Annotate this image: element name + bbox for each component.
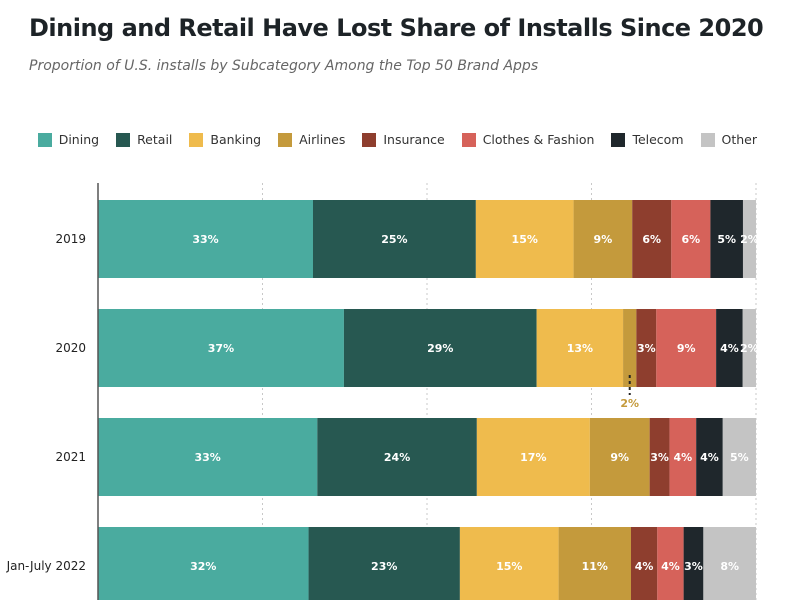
legend-item: Banking [189,132,261,147]
data-label: 32% [190,560,216,573]
data-label: 9% [610,451,629,464]
bar-segment [623,309,637,387]
bar-segment [476,418,590,496]
bar-segment [649,418,670,496]
category-label: 2019 [55,232,86,246]
bar-segment [656,309,717,387]
data-label: 9% [594,233,613,246]
bar-segment [98,200,313,278]
data-label: 3% [637,342,656,355]
bar-segment [308,527,460,600]
data-label: 8% [720,560,739,573]
chart-title: Dining and Retail Have Lost Share of Ins… [29,14,764,42]
data-label: 5% [730,451,749,464]
legend-item: Retail [116,132,172,147]
data-label: 24% [384,451,410,464]
data-label: 15% [496,560,522,573]
category-label: 2020 [55,341,86,355]
bar-segment [671,200,711,278]
data-label: 4% [661,560,680,573]
legend-label: Banking [210,132,262,147]
category-label: Jan-July 2022 [6,559,86,573]
bar-segment [703,527,756,600]
legend-item: Clothes & Fashion [461,132,595,147]
data-label: 33% [192,233,218,246]
legend-item: Other [700,132,758,147]
bar-segment [312,200,476,278]
data-label: 23% [371,560,397,573]
legend-label: Telecom [632,132,684,147]
legend-swatch [37,132,52,147]
category-label: 2021 [55,450,86,464]
legend-label: Dining [58,132,100,147]
bar-segment [459,527,559,600]
bar-segment [343,309,537,387]
data-label: 3% [650,451,669,464]
data-label: 29% [427,342,453,355]
data-label: 4% [635,560,654,573]
legend-label: Retail [137,132,173,147]
data-label: 13% [567,342,593,355]
legend-label: Insurance [383,132,445,147]
data-label: 6% [682,233,701,246]
bar-segment [536,309,624,387]
legend-item: Telecom [611,132,684,147]
legend-swatch [700,132,715,147]
legend-item: Airlines [278,132,345,147]
bar-segment [558,527,631,600]
legend-label: Clothes & Fashion [482,132,595,147]
chart-subtitle: Proportion of U.S. installs by Subcatego… [29,58,539,74]
bar-segment [630,527,658,600]
legend-swatch [611,132,626,147]
bar-segment [722,418,756,496]
data-label: 4% [720,342,739,355]
legend-swatch [189,132,204,147]
bar-segment [636,309,657,387]
bar-segment [475,200,574,278]
data-label: 33% [194,451,220,464]
data-label: 6% [642,233,661,246]
bar-segment [98,309,344,387]
data-label: 9% [677,342,696,355]
bar-segment [742,200,756,278]
data-label: 4% [674,451,693,464]
legend-label: Airlines [299,132,346,147]
bar-segment [742,309,756,387]
legend: Dining Retail Banking Airlines Insurance Clot… [37,132,758,147]
bar-segment [317,418,477,496]
legend-label: Other [721,132,758,147]
legend-item: Insurance [362,132,445,147]
data-label: 37% [208,342,234,355]
data-label: 2% [740,233,759,246]
data-label: 3% [684,560,703,573]
legend-swatch [278,132,293,147]
data-label: 2% [740,342,759,355]
bar-segment [589,418,650,496]
data-label: 15% [512,233,538,246]
bar-segment [98,527,309,600]
data-label: 25% [381,233,407,246]
legend-swatch [362,132,377,147]
bar-segment [669,418,697,496]
bar-segment [710,200,743,278]
bar-segment [657,527,684,600]
bar-segment [716,309,743,387]
bar-segment [573,200,633,278]
data-label: 17% [520,451,546,464]
data-label: 5% [717,233,736,246]
bar-segment [696,418,723,496]
data-label: 11% [582,560,608,573]
legend-swatch [116,132,131,147]
bar-segment [98,418,318,496]
data-label: 4% [700,451,719,464]
data-label: 2% [620,397,639,410]
legend-swatch [461,132,476,147]
bar-segment [683,527,704,600]
bar-segment [632,200,672,278]
legend-item: Dining [37,132,100,147]
